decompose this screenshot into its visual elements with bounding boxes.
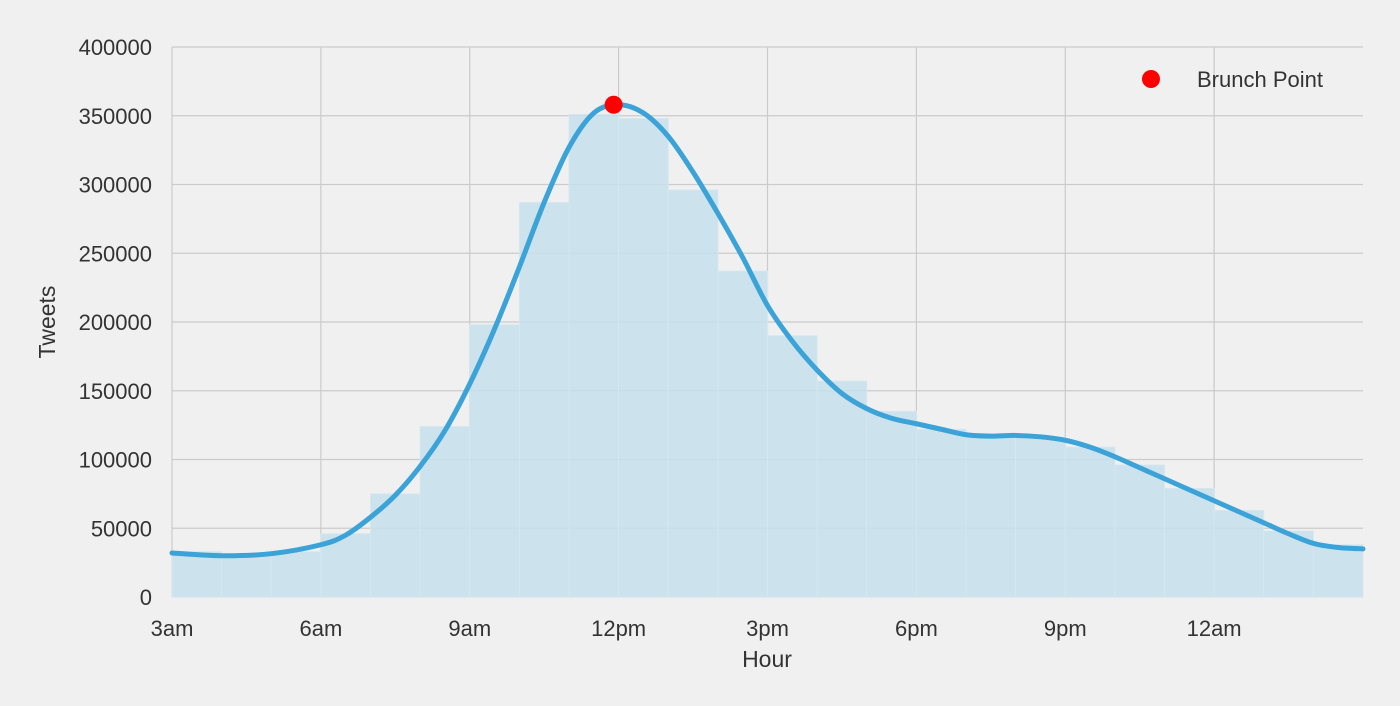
histogram-bar-9: [618, 118, 669, 598]
x-tick-label-9am: 9am: [448, 616, 491, 641]
histogram-bar-18: [1064, 446, 1116, 598]
histogram-bar-21: [1213, 509, 1265, 598]
histogram-bar-8: [568, 113, 620, 598]
x-tick-label-6am: 6am: [299, 616, 342, 641]
histogram-bar-17: [1015, 437, 1066, 598]
y-tick-labels: 0 50000 100000 150000 200000 250000 300000 3500…: [79, 35, 152, 610]
histogram-bar-16: [965, 435, 1017, 598]
histogram-bar-5: [419, 426, 471, 598]
x-tick-label-9pm: 9pm: [1044, 616, 1087, 641]
x-tick-label-3pm: 3pm: [746, 616, 789, 641]
legend: Brunch Point: [1142, 67, 1323, 92]
histogram-bar-14: [866, 410, 917, 598]
y-tick-label-100000: 100000: [79, 448, 152, 473]
histogram-bar-20: [1164, 487, 1215, 598]
y-tick-label-50000: 50000: [91, 516, 152, 541]
y-tick-label-300000: 300000: [79, 173, 152, 198]
y-axis-label: Tweets: [34, 286, 60, 359]
y-tick-label-150000: 150000: [79, 379, 152, 404]
y-tick-label-250000: 250000: [79, 241, 152, 266]
density-curve: [169, 102, 1366, 559]
y-tick-label-0: 0: [140, 585, 152, 610]
histogram-bar-10: [667, 189, 719, 598]
histogram-bars: [171, 113, 1364, 598]
histogram-bar-13: [816, 380, 868, 598]
x-tick-label-3am: 3am: [151, 616, 194, 641]
histogram-bar-1: [221, 555, 272, 598]
y-tick-label-400000: 400000: [79, 35, 152, 60]
brunch-point-series: [604, 95, 623, 114]
x-tick-label-12pm: 12pm: [591, 616, 646, 641]
histogram-bar-19: [1114, 464, 1165, 598]
x-tick-label-6pm: 6pm: [895, 616, 938, 641]
legend-brunch-point-marker: [1142, 70, 1160, 88]
histogram-bar-2: [270, 551, 322, 598]
histogram-bar-12: [767, 335, 818, 598]
x-axis-label: Hour: [742, 646, 792, 672]
y-tick-label-200000: 200000: [79, 310, 152, 335]
brunch-point-marker-0: [604, 95, 623, 114]
x-tick-label-12am: 12am: [1187, 616, 1242, 641]
histogram-bar-7: [518, 201, 570, 598]
histogram-bar-23: [1312, 544, 1364, 598]
x-tick-labels: 3am 6am 9am 12pm 3pm 6pm 9pm 12am: [151, 616, 1242, 641]
histogram-bar-15: [915, 428, 967, 598]
y-tick-label-350000: 350000: [79, 104, 152, 129]
legend-brunch-point-label: Brunch Point: [1197, 67, 1323, 92]
histogram-bar-0: [171, 551, 223, 598]
histogram-bar-11: [717, 270, 768, 598]
